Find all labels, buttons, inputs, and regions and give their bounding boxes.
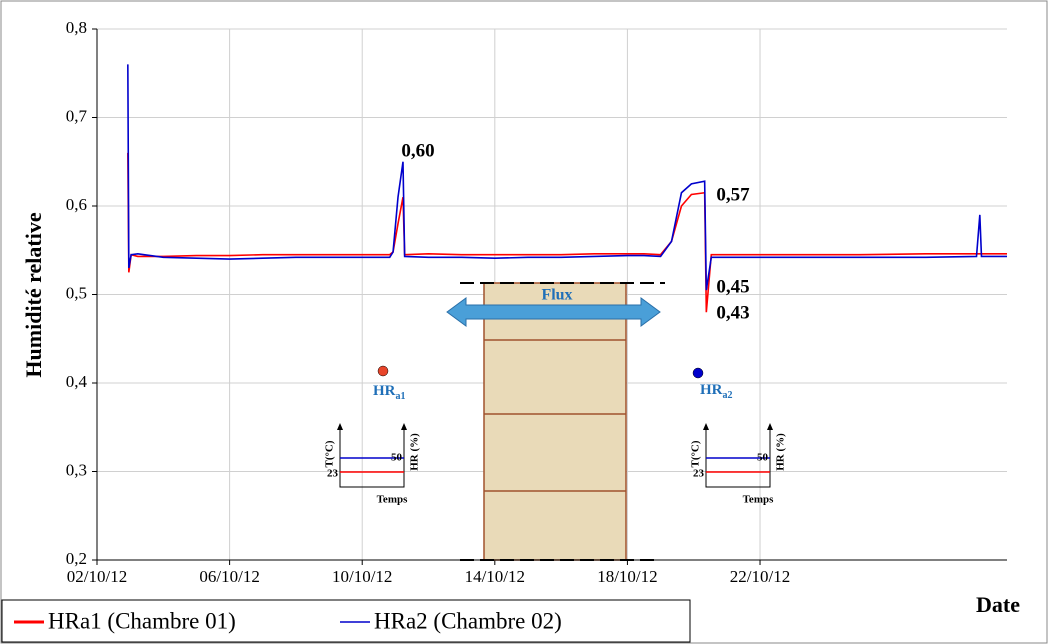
- sensor-dot: [692, 367, 704, 379]
- y-tick-label: 0,3: [66, 460, 87, 479]
- inset-low: 23: [327, 468, 339, 480]
- inset-x: Temps: [377, 494, 408, 506]
- x-tick-label: 22/10/12: [730, 567, 790, 586]
- wall: [483, 282, 627, 561]
- flux-arrow: [446, 297, 661, 327]
- inset-y-left: T(°C): [690, 440, 702, 467]
- inset-diagram: T(°C) HR (%) 50 23 Temps: [690, 423, 787, 506]
- inset-high: 50: [391, 452, 403, 464]
- y-axis-title: Humidité relative: [21, 212, 46, 377]
- sensor-dot: [377, 365, 389, 377]
- x-tick-label: 06/10/12: [199, 567, 259, 586]
- inset-axes: [339, 426, 405, 488]
- annotation: 0,45: [716, 276, 749, 297]
- x-axis-title: Date: [976, 592, 1020, 617]
- y-tick-label: 0,5: [66, 283, 87, 302]
- y-tick-label: 0,8: [66, 18, 87, 37]
- point-label: HRa1: [373, 383, 406, 402]
- x-tick-label: 18/10/12: [597, 567, 657, 586]
- point-label-sub: a2: [723, 390, 733, 401]
- annotation: 0,60: [401, 140, 434, 161]
- inset-low: 23: [693, 468, 705, 480]
- legend-label: HRa2 (Chambre 02): [374, 608, 562, 633]
- inset-axes: [705, 426, 771, 488]
- inset-high: 50: [757, 452, 769, 464]
- inset-diagram: T(°C) HR (%) 50 23 Temps: [324, 423, 421, 506]
- series-line: [127, 64, 1007, 291]
- legend-label: HRa1 (Chambre 01): [48, 608, 236, 633]
- point-label-main: HR: [373, 383, 396, 399]
- y-tick-label: 0,6: [66, 195, 87, 214]
- x-tick-label: 02/10/12: [67, 567, 127, 586]
- series: [127, 64, 1007, 313]
- inset-y-right: HR (%): [775, 433, 787, 471]
- inset-x: Temps: [743, 494, 774, 506]
- x-tick-label: 10/10/12: [332, 567, 392, 586]
- annotation: 0,57: [716, 184, 750, 205]
- point-label-main: HR: [700, 382, 723, 398]
- wall-illustration: Flux: [446, 282, 665, 561]
- y-tick-label: 0,4: [66, 372, 88, 391]
- annotation: 0,43: [716, 302, 749, 323]
- point-label-sub: a1: [396, 391, 406, 402]
- series-line: [127, 152, 1007, 313]
- inset-y-right: HR (%): [409, 433, 421, 471]
- legend: [1, 599, 691, 643]
- point-label: HRa2: [700, 382, 733, 401]
- y-tick-label: 0,7: [66, 106, 88, 125]
- flux-label: Flux: [541, 287, 572, 304]
- x-tick-label: 14/10/12: [465, 567, 525, 586]
- inset-y-left: T(°C): [324, 440, 336, 467]
- y-tick-label: 0,2: [66, 549, 87, 568]
